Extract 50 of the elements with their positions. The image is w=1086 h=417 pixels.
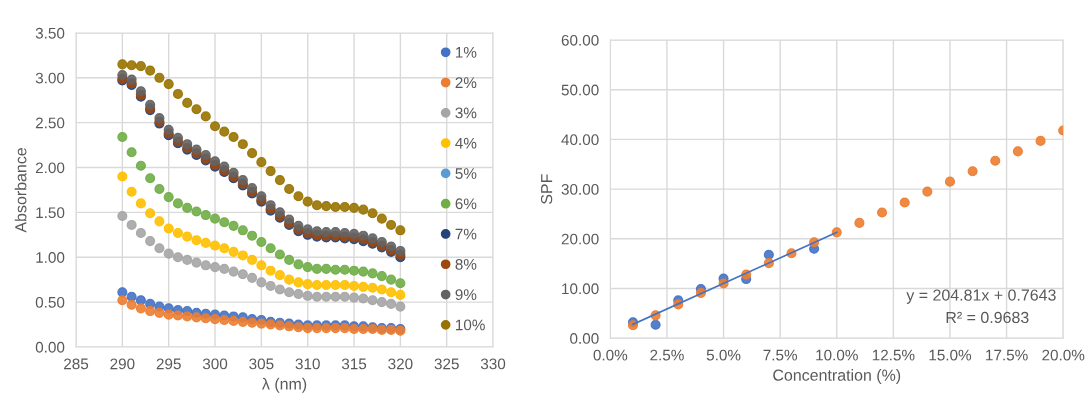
x-tick-label: 300 xyxy=(202,358,228,370)
y-tick-label: 40.00 xyxy=(561,134,599,146)
legend-label: 7% xyxy=(455,228,477,240)
x-tick-label: 15.0% xyxy=(929,349,972,361)
y-tick-label: 0.50 xyxy=(35,296,65,308)
y-tick-label: 20.00 xyxy=(561,233,599,245)
legend-label: 6% xyxy=(455,198,477,210)
y-tick-label: 0.00 xyxy=(35,341,65,353)
y-tick-label: 1.00 xyxy=(36,252,65,263)
legend-label: 8% xyxy=(455,258,477,270)
x-tick-label: 320 xyxy=(388,358,413,370)
legend-label: 3% xyxy=(455,107,477,119)
y-tick-label: 0.00 xyxy=(570,333,599,344)
y-tick-label: 3.00 xyxy=(35,72,65,84)
y-tick-label: 60.00 xyxy=(561,34,599,46)
legend-label: 5% xyxy=(455,168,477,179)
legend-label: 4% xyxy=(455,137,477,149)
x-tick-label: 285 xyxy=(64,358,89,370)
y-tick-label: 1.50 xyxy=(36,207,65,219)
annotation: R² = 0.9683 xyxy=(946,311,1029,324)
legend-label: 2% xyxy=(455,77,477,88)
y-tick-label: 10.00 xyxy=(562,283,599,295)
x-tick-label: 330 xyxy=(480,358,506,370)
legend-label: 9% xyxy=(455,289,477,301)
x-axis-title: λ (nm) xyxy=(262,377,307,393)
y-tick-label: 2.50 xyxy=(35,117,65,129)
annotation: y = 204.81x + 0.7643 xyxy=(906,289,1056,304)
x-tick-label: 0.0% xyxy=(593,349,628,361)
x-tick-label: 2.5% xyxy=(650,349,684,361)
x-tick-label: 20.0% xyxy=(1042,349,1085,361)
x-tick-label: 305 xyxy=(249,358,274,370)
legend-label: 10% xyxy=(455,319,485,331)
x-tick-label: 17.5% xyxy=(986,349,1028,361)
x-tick-label: 315 xyxy=(341,358,367,370)
x-tick-label: 310 xyxy=(295,358,320,370)
x-tick-label: 295 xyxy=(156,358,181,370)
y-tick-label: 30.00 xyxy=(561,183,599,195)
y-tick-label: 3.50 xyxy=(35,27,65,39)
y-axis-title: SPF xyxy=(540,174,553,204)
x-tick-label: 10.0% xyxy=(816,349,858,361)
x-tick-label: 325 xyxy=(434,358,459,370)
y-tick-label: 2.00 xyxy=(35,162,65,174)
x-tick-label: 5.0% xyxy=(706,349,741,361)
y-tick-label: 50.00 xyxy=(561,84,599,96)
y-axis-title: Absorbance xyxy=(14,148,27,233)
x-tick-label: 12.5% xyxy=(872,349,915,361)
x-tick-label: 290 xyxy=(110,358,135,370)
x-axis-title: Concentration (%) xyxy=(773,369,901,384)
legend-label: 1% xyxy=(455,47,477,58)
x-tick-label: 7.5% xyxy=(763,349,798,361)
